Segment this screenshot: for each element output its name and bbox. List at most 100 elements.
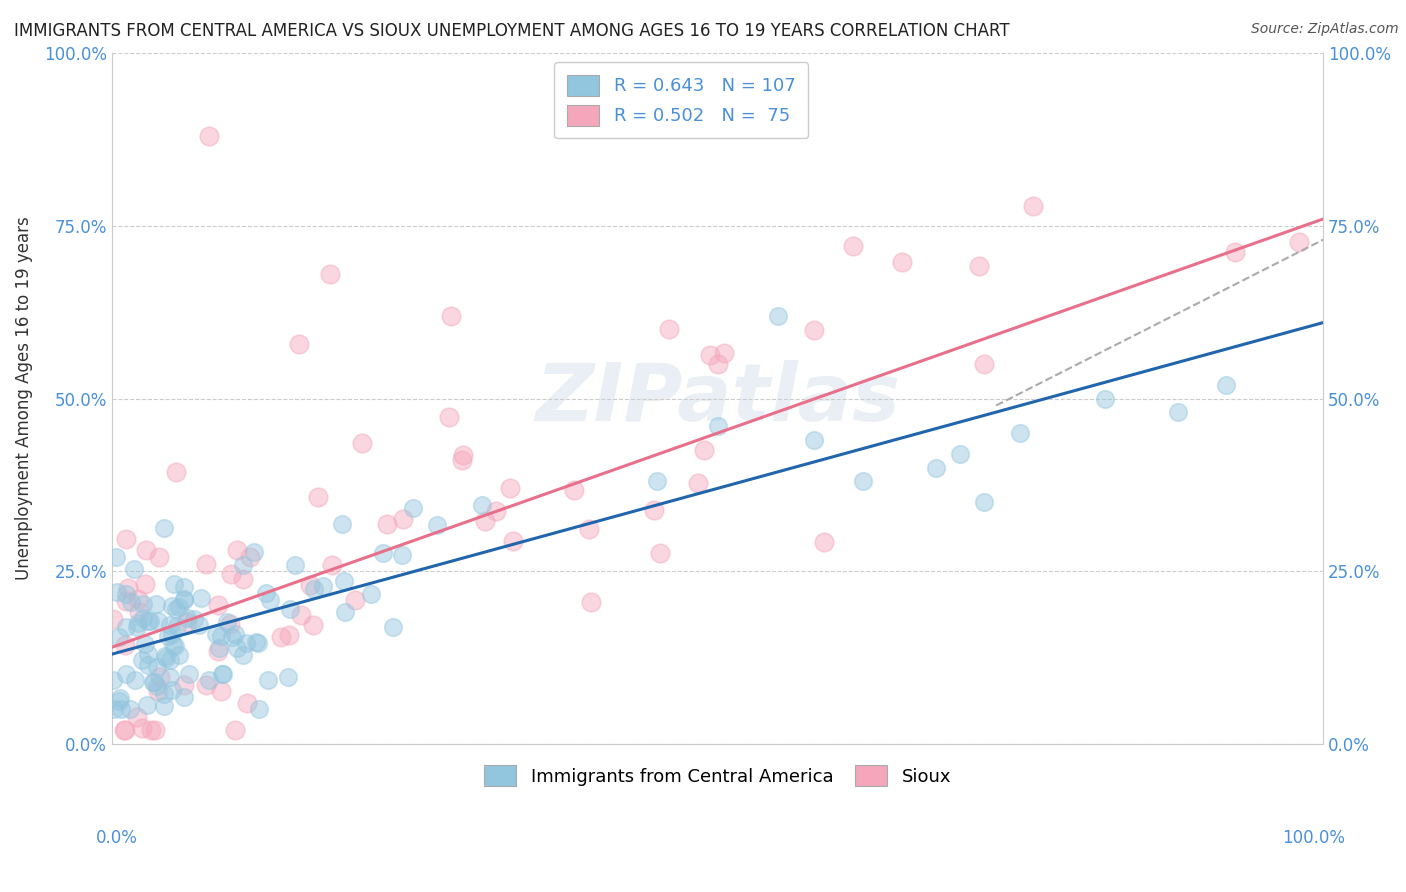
Text: 0.0%: 0.0%	[96, 829, 138, 847]
Point	[219, 616, 242, 631]
Point	[120, 595, 142, 609]
Point	[217, 615, 239, 630]
Point	[122, 562, 145, 576]
Point	[298, 578, 321, 592]
Point	[143, 675, 166, 690]
Text: 100.0%: 100.0%	[1282, 829, 1346, 847]
Point	[134, 637, 156, 651]
Point	[108, 690, 131, 705]
Point	[485, 504, 508, 518]
Point	[163, 639, 186, 653]
Point	[257, 673, 280, 688]
Point	[136, 614, 159, 628]
Point	[148, 550, 170, 565]
Point	[146, 660, 169, 674]
Point	[686, 475, 709, 490]
Point	[112, 723, 135, 738]
Point	[236, 696, 259, 710]
Point	[330, 516, 353, 531]
Point	[643, 503, 665, 517]
Point	[204, 627, 226, 641]
Point	[165, 465, 187, 479]
Point	[183, 612, 205, 626]
Point	[232, 558, 254, 572]
Point	[166, 619, 188, 633]
Point	[135, 698, 157, 713]
Point	[145, 597, 167, 611]
Point	[149, 670, 172, 684]
Point	[153, 687, 176, 701]
Point	[1223, 244, 1246, 259]
Point	[290, 608, 312, 623]
Point	[118, 702, 141, 716]
Point	[132, 598, 155, 612]
Point	[142, 675, 165, 690]
Point	[302, 582, 325, 596]
Point	[173, 591, 195, 606]
Point	[110, 702, 132, 716]
Point	[706, 357, 728, 371]
Point	[132, 610, 155, 624]
Point	[277, 671, 299, 685]
Point	[134, 576, 156, 591]
Point	[254, 585, 277, 599]
Point	[453, 449, 475, 463]
Point	[645, 475, 668, 489]
Point	[177, 666, 200, 681]
Point	[437, 409, 460, 424]
Point	[1094, 392, 1116, 406]
Point	[143, 723, 166, 738]
Point	[1288, 235, 1310, 249]
Point	[208, 641, 231, 656]
Point	[307, 490, 329, 504]
Point	[803, 322, 825, 336]
Point	[173, 580, 195, 594]
Point	[127, 616, 149, 631]
Point	[163, 576, 186, 591]
Point	[1215, 377, 1237, 392]
Point	[173, 690, 195, 705]
Point	[842, 239, 865, 253]
Point	[156, 629, 179, 643]
Point	[127, 710, 149, 724]
Point	[270, 631, 292, 645]
Point	[160, 626, 183, 640]
Point	[225, 543, 247, 558]
Point	[706, 419, 728, 434]
Point	[813, 535, 835, 549]
Point	[165, 601, 187, 615]
Point	[115, 532, 138, 546]
Point	[139, 614, 162, 628]
Point	[924, 460, 946, 475]
Point	[211, 684, 233, 698]
Point	[232, 573, 254, 587]
Point	[198, 673, 221, 687]
Point	[973, 495, 995, 509]
Point	[152, 520, 174, 534]
Point	[391, 548, 413, 562]
Point	[127, 591, 149, 606]
Point	[766, 309, 789, 323]
Text: IMMIGRANTS FROM CENTRAL AMERICA VS SIOUX UNEMPLOYMENT AMONG AGES 16 TO 19 YEARS : IMMIGRANTS FROM CENTRAL AMERICA VS SIOUX…	[14, 22, 1010, 40]
Point	[440, 309, 463, 323]
Point	[221, 566, 243, 581]
Point	[159, 618, 181, 632]
Point	[243, 545, 266, 559]
Point	[224, 723, 246, 738]
Point	[352, 436, 374, 450]
Point	[803, 433, 825, 447]
Point	[235, 636, 257, 650]
Point	[949, 447, 972, 461]
Point	[128, 605, 150, 619]
Point	[239, 549, 262, 564]
Point	[103, 673, 125, 687]
Point	[135, 543, 157, 558]
Point	[373, 546, 395, 560]
Point	[333, 605, 356, 619]
Point	[131, 721, 153, 735]
Point	[343, 593, 366, 607]
Point	[973, 357, 995, 371]
Point	[107, 630, 129, 644]
Point	[114, 638, 136, 652]
Point	[148, 615, 170, 629]
